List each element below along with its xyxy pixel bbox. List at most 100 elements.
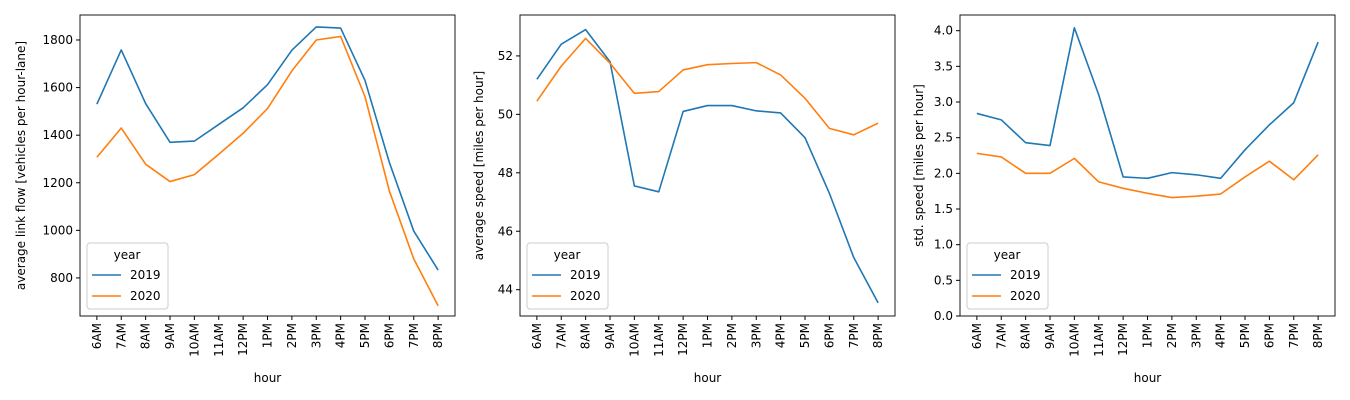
data-point — [658, 191, 660, 193]
x-tick-label: 12PM — [1116, 323, 1130, 356]
y-tick-label: 50 — [498, 107, 513, 121]
y-axis-label: std. speed [miles per hour] — [912, 84, 926, 247]
data-point — [1219, 177, 1221, 179]
y-tick-label: 1000 — [42, 223, 73, 237]
x-tick-label: 3PM — [309, 323, 323, 348]
x-tick-label: 3PM — [1189, 323, 1203, 348]
y-axis-label: average speed [miles per hour] — [472, 71, 486, 260]
x-axis-label: hour — [254, 371, 282, 385]
data-point — [755, 110, 757, 112]
data-point — [1195, 174, 1197, 176]
data-point — [218, 153, 220, 155]
data-point — [682, 69, 684, 71]
y-tick-label: 52 — [498, 49, 513, 63]
data-point — [682, 110, 684, 112]
series-line-2020 — [976, 152, 1319, 199]
x-tick-label: 10AM — [187, 323, 201, 357]
legend-box — [526, 242, 609, 310]
x-tick-label: 9AM — [163, 323, 177, 349]
data-point — [120, 127, 122, 129]
legend: year 2019 2020 — [86, 242, 169, 310]
data-point — [1049, 172, 1051, 174]
series-line-2019 — [96, 26, 439, 271]
x-tick-label: 6PM — [382, 323, 396, 348]
data-point — [1171, 196, 1173, 198]
data-point — [169, 141, 171, 143]
y-tick-label: 4.0 — [934, 24, 953, 38]
data-point — [609, 62, 611, 64]
y-tick-label: 1400 — [42, 128, 73, 142]
legend-title: year — [994, 248, 1021, 262]
x-tick-label: 1PM — [701, 323, 715, 348]
x-tick-label: 8AM — [139, 323, 153, 349]
data-point — [413, 258, 415, 260]
x-tick-label: 7AM — [554, 323, 568, 349]
x-tick-label: 11AM — [212, 323, 226, 357]
chart-panel-3: 0.0 0.5 1.0 1.5 2.0 2.5 3.0 3.5 4.0 6AM 7AM 8AM 9AM 1… — [912, 14, 1336, 385]
data-point — [388, 190, 390, 192]
x-tick-label: 1PM — [1141, 323, 1155, 348]
data-point — [560, 65, 562, 67]
legend-label: 2020 — [570, 289, 601, 303]
legend-label: 2019 — [1010, 268, 1041, 282]
data-point — [1024, 172, 1026, 174]
data-point — [658, 90, 660, 92]
data-point — [413, 230, 415, 232]
data-point — [779, 74, 781, 76]
x-tick-label: 12PM — [676, 323, 690, 356]
data-point — [1293, 102, 1295, 104]
x-tick-label: 11AM — [1092, 323, 1106, 357]
x-tick-label: 12PM — [236, 323, 250, 356]
data-point — [584, 37, 586, 39]
data-point — [266, 107, 268, 109]
x-tick-label: 4PM — [774, 323, 788, 348]
data-point — [584, 28, 586, 30]
data-point — [315, 26, 317, 28]
data-point — [877, 122, 879, 124]
plot-frame — [79, 14, 456, 317]
data-point — [706, 63, 708, 65]
x-tick-label: 7AM — [114, 323, 128, 349]
data-point — [1219, 193, 1221, 195]
data-point — [1146, 177, 1148, 179]
data-point — [144, 102, 146, 104]
y-tick-label: 1200 — [42, 176, 73, 190]
legend-box — [86, 242, 169, 310]
series-line-2020 — [96, 35, 439, 307]
data-point — [1122, 176, 1124, 178]
data-point — [633, 185, 635, 187]
data-point — [1000, 119, 1002, 121]
y-tick-label: 800 — [50, 271, 73, 285]
data-point — [242, 132, 244, 134]
data-point — [1268, 124, 1270, 126]
data-point — [1098, 181, 1100, 183]
x-tick-label: 2PM — [285, 323, 299, 348]
chart-panel-1: 800 1000 1200 1400 1600 1800 6AM 7AM 8AM 9AM 10AM 1… — [14, 14, 456, 385]
y-tick-label: 1600 — [42, 81, 73, 95]
y-tick-label: 1800 — [42, 33, 73, 47]
data-point — [1073, 27, 1075, 29]
x-tick-label: 8AM — [1019, 323, 1033, 349]
y-tick-label: 2.5 — [934, 131, 953, 145]
data-point — [1244, 176, 1246, 178]
y-tick-label: 2.0 — [934, 166, 953, 180]
data-point — [633, 92, 635, 94]
legend: year 2019 2020 — [966, 242, 1049, 310]
x-tick-label: 5PM — [1238, 323, 1252, 348]
x-tick-label: 8PM — [871, 323, 885, 348]
data-point — [291, 70, 293, 72]
y-axis-label: average link flow [vehicles per hour-lan… — [14, 41, 28, 290]
x-tick-label: 7AM — [994, 323, 1008, 349]
data-point — [853, 134, 855, 136]
x-tick-label: 10AM — [1067, 323, 1081, 357]
legend-label: 2020 — [130, 289, 161, 303]
x-tick-label: 10AM — [627, 323, 641, 357]
data-point — [1024, 141, 1026, 143]
data-point — [169, 180, 171, 182]
x-tick-label: 6PM — [1262, 323, 1276, 348]
series-line-2019 — [976, 27, 1319, 180]
legend-title: year — [554, 248, 581, 262]
legend-label: 2019 — [130, 268, 161, 282]
x-tick-label: 8PM — [431, 323, 445, 348]
data-point — [339, 35, 341, 37]
